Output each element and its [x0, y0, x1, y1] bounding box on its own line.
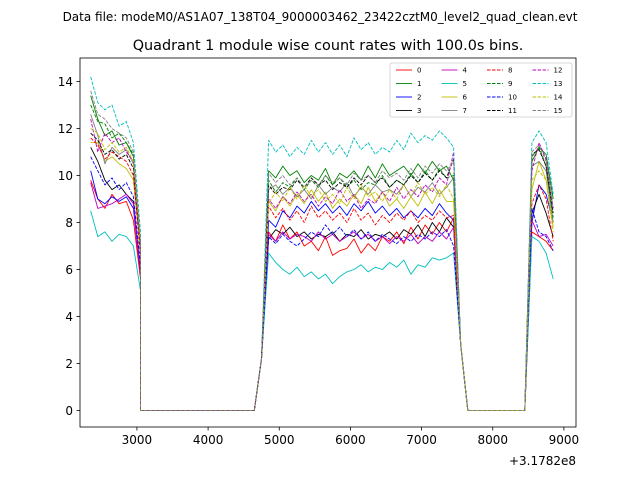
chart-title: Quadrant 1 module wise count rates with … [133, 38, 524, 54]
legend-label: 10 [508, 94, 517, 102]
x-tick-label: 5000 [264, 433, 295, 447]
y-tick-label: 0 [65, 404, 73, 418]
legend-label: 12 [554, 67, 563, 75]
legend-label: 7 [463, 107, 467, 115]
legend-label: 15 [554, 107, 563, 115]
plot-area [90, 76, 554, 411]
legend-label: 14 [554, 94, 563, 102]
y-tick-label: 12 [58, 122, 73, 136]
y-tick-label: 2 [65, 357, 73, 371]
series-line-10 [90, 156, 554, 411]
x-tick-label: 8000 [477, 433, 508, 447]
x-tick-label: 9000 [549, 433, 580, 447]
series-line-15 [90, 90, 554, 411]
y-tick-label: 6 [65, 263, 73, 277]
x-tick-label: 7000 [406, 433, 437, 447]
legend-label: 3 [417, 107, 421, 115]
series-line-8 [90, 137, 554, 411]
y-tick-label: 4 [65, 310, 73, 324]
x-offset-label: +3.1782e8 [509, 454, 576, 468]
legend-label: 5 [463, 80, 467, 88]
x-tick-label: 6000 [335, 433, 366, 447]
axes-frame [79, 57, 577, 428]
legend-label: 1 [417, 80, 421, 88]
legend-label: 9 [508, 80, 512, 88]
legend-label: 6 [463, 94, 468, 102]
series-line-5 [90, 210, 554, 411]
legend-label: 2 [417, 94, 421, 102]
x-tick-label: 3000 [122, 433, 153, 447]
series-line-4 [90, 182, 554, 411]
series-line-14 [90, 128, 554, 411]
x-tick-label: 4000 [193, 433, 224, 447]
legend-label: 11 [508, 107, 517, 115]
series-line-3 [90, 147, 554, 411]
series-line-7 [90, 114, 554, 411]
y-tick-label: 10 [58, 169, 73, 183]
series-line-2 [90, 170, 554, 411]
legend-label: 8 [508, 67, 512, 75]
legend-label: 0 [417, 67, 421, 75]
legend-box [389, 62, 573, 118]
legend-label: 13 [554, 80, 563, 88]
series-line-9 [90, 104, 554, 411]
y-tick-label: 14 [58, 75, 73, 89]
series-line-1 [90, 95, 554, 411]
series-line-12 [90, 119, 554, 411]
legend-label: 4 [463, 67, 468, 75]
y-tick-label: 8 [65, 216, 73, 230]
figure-suptitle: Data file: modeM0/AS1A07_138T04_90000034… [63, 10, 578, 24]
series-line-0 [90, 180, 554, 411]
